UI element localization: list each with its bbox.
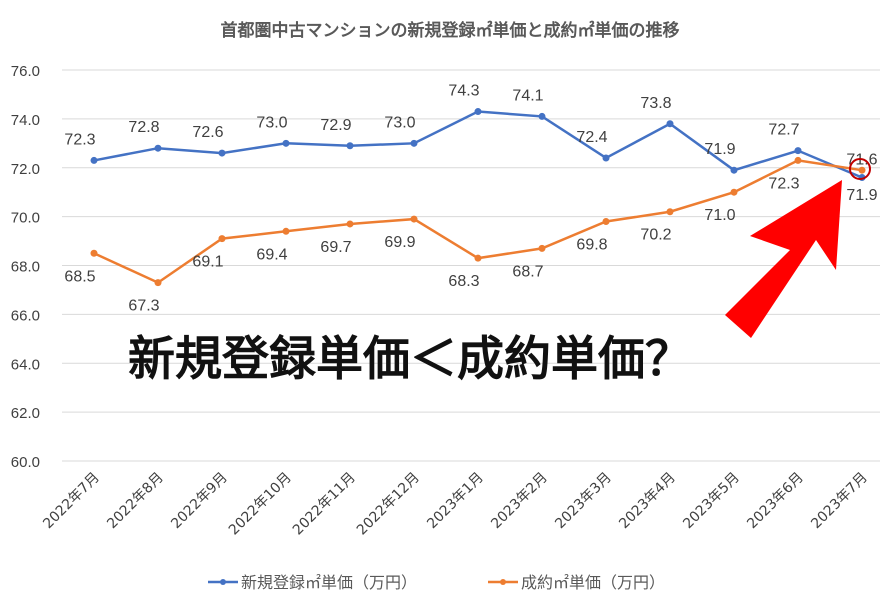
data-label: 69.9	[384, 234, 415, 251]
y-tick-label: 60.0	[11, 454, 40, 471]
chart-title: 首都圏中古マンションの新規登録㎡単価と成約㎡単価の推移	[221, 20, 680, 41]
data-point	[346, 220, 354, 228]
data-point	[730, 166, 738, 174]
data-point	[474, 254, 482, 262]
x-tick-label: 2023年6月	[744, 470, 807, 533]
highlight-circle	[849, 158, 871, 180]
legend-label: 新規登録㎡単価（万円）	[241, 573, 417, 592]
data-point	[538, 112, 546, 120]
annotation-arrow	[725, 180, 842, 338]
x-tick-label: 2022年12月	[354, 470, 423, 539]
data-point	[154, 279, 162, 287]
data-label: 73.0	[384, 114, 415, 131]
data-point	[474, 108, 482, 116]
data-label: 69.4	[256, 246, 287, 263]
data-point	[218, 235, 226, 243]
data-label: 72.9	[320, 117, 351, 134]
data-label: 71.9	[704, 141, 735, 158]
data-point	[90, 249, 98, 257]
data-point	[90, 156, 98, 164]
data-point	[538, 244, 546, 252]
data-label: 72.4	[576, 129, 607, 146]
x-tick-label: 2022年8月	[104, 470, 167, 533]
data-point	[282, 139, 290, 147]
y-tick-label: 64.0	[11, 356, 40, 373]
y-tick-label: 66.0	[11, 307, 40, 324]
x-tick-label: 2023年5月	[680, 470, 743, 533]
data-label: 74.3	[448, 83, 479, 100]
data-point	[218, 149, 226, 157]
data-point	[794, 156, 802, 164]
data-point	[858, 166, 866, 174]
data-point	[154, 144, 162, 152]
data-point	[794, 147, 802, 155]
data-point	[666, 208, 674, 216]
data-label: 72.6	[192, 124, 223, 141]
data-label: 72.3	[64, 131, 95, 148]
legend-label: 成約㎡単価（万円）	[521, 573, 665, 592]
data-point	[282, 227, 290, 235]
x-tick-label: 2022年7月	[40, 470, 103, 533]
data-label: 73.0	[256, 114, 287, 131]
x-tick-label: 2023年3月	[552, 470, 615, 533]
y-tick-label: 62.0	[11, 405, 40, 422]
data-point	[602, 154, 610, 162]
data-label: 74.1	[512, 87, 543, 104]
data-point	[602, 218, 610, 226]
data-point	[410, 215, 418, 223]
data-label: 67.3	[128, 298, 159, 315]
data-label: 72.8	[128, 119, 159, 136]
legend-marker	[220, 579, 226, 585]
data-label: 69.8	[576, 237, 607, 254]
x-tick-label: 2023年1月	[424, 470, 487, 533]
data-label: 71.0	[704, 207, 735, 224]
data-point	[346, 142, 354, 150]
legend-marker	[500, 579, 506, 585]
data-point	[666, 120, 674, 128]
x-tick-label: 2023年4月	[616, 470, 679, 533]
data-label: 68.7	[512, 263, 543, 280]
data-label: 70.2	[640, 227, 671, 244]
annotation-text: 新規登録単価＜成約単価？	[128, 332, 692, 387]
y-tick-label: 76.0	[11, 63, 40, 80]
x-tick-label: 2022年10月	[226, 470, 295, 539]
x-tick-label: 2022年11月	[290, 470, 359, 539]
data-label: 72.7	[768, 122, 799, 139]
data-label: 69.7	[320, 239, 351, 256]
y-tick-label: 72.0	[11, 161, 40, 178]
x-tick-label: 2023年7月	[808, 470, 871, 533]
y-tick-label: 68.0	[11, 259, 40, 276]
data-label: 72.3	[768, 175, 799, 192]
y-tick-label: 74.0	[11, 112, 40, 129]
data-point	[410, 139, 418, 147]
y-tick-label: 70.0	[11, 210, 40, 227]
data-label: 71.9	[846, 187, 877, 204]
x-tick-label: 2022年9月	[168, 470, 231, 533]
data-label: 73.8	[640, 95, 671, 112]
data-point	[730, 188, 738, 196]
data-label: 69.1	[192, 254, 223, 271]
x-tick-label: 2023年2月	[488, 470, 551, 533]
data-label: 68.3	[448, 273, 479, 290]
data-label: 68.5	[64, 268, 95, 285]
